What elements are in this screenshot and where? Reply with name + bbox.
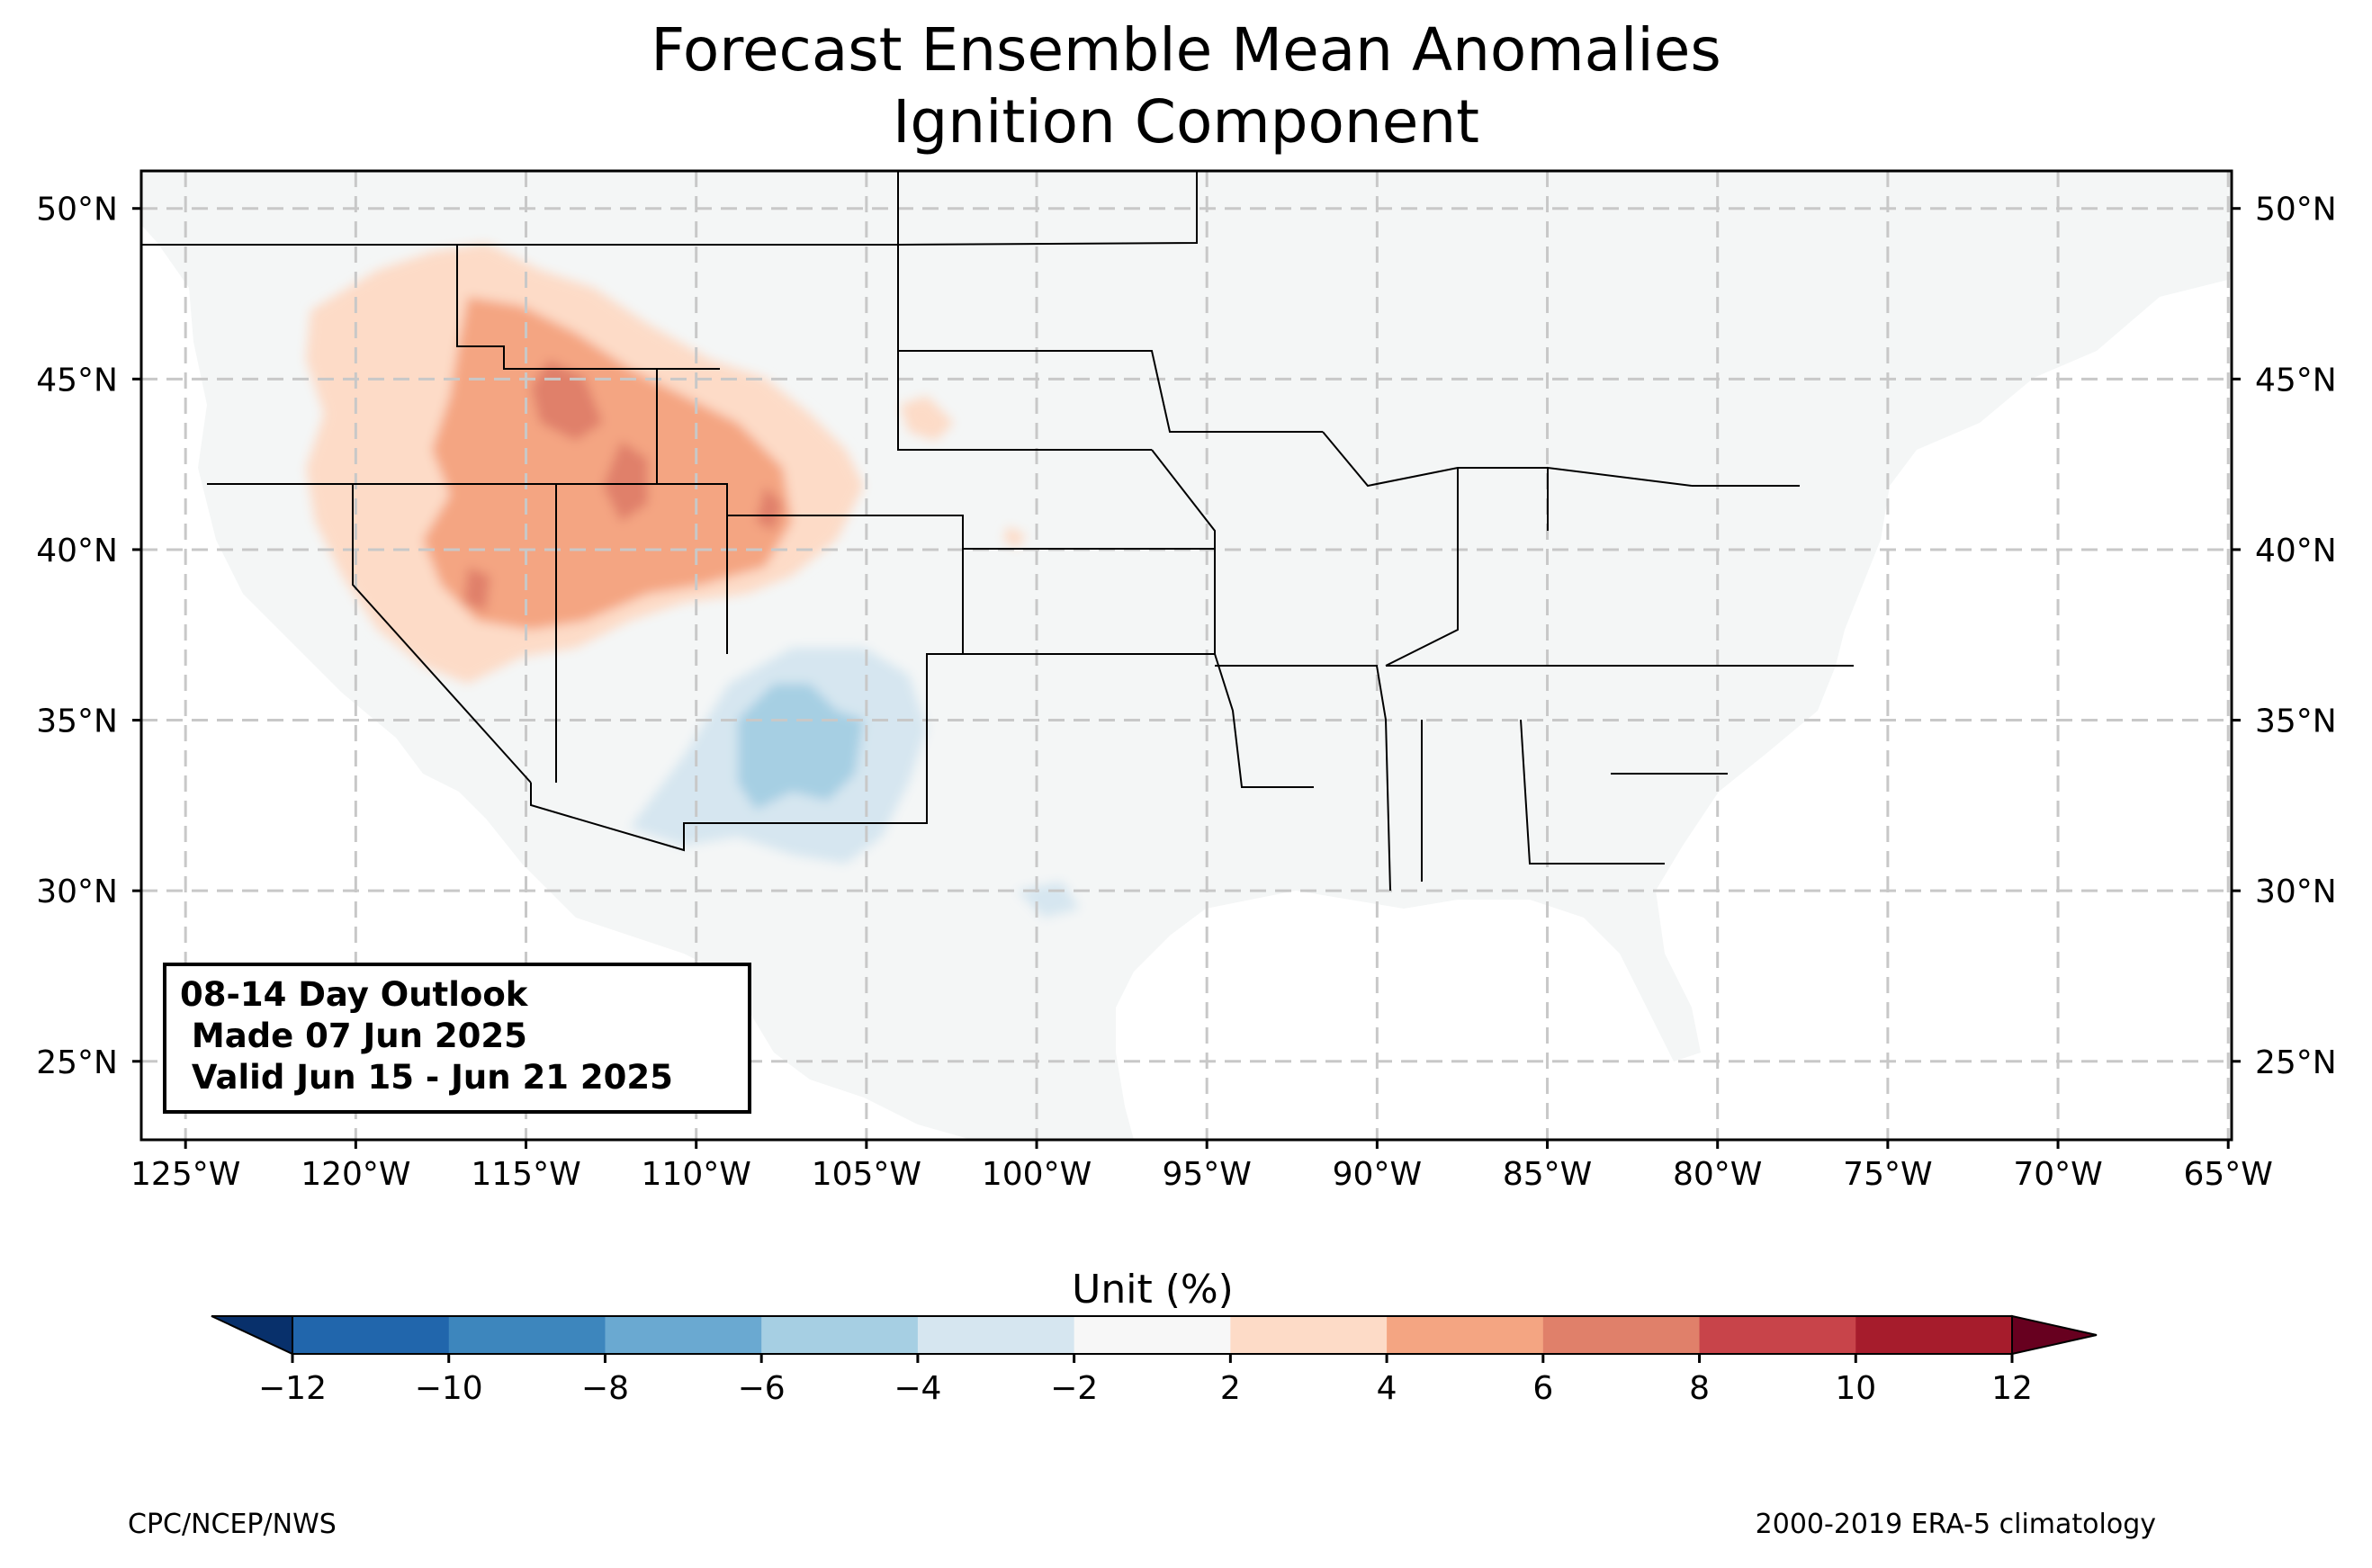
anomaly-6-8-spots	[463, 360, 783, 612]
lat-label-right: 35°N	[2255, 703, 2337, 740]
lon-label: 75°W	[1843, 1156, 1932, 1193]
colorbar-bin	[1230, 1316, 1388, 1354]
anomaly-4-6-core	[423, 297, 792, 630]
colorbar-tick-label: −8	[581, 1370, 629, 1407]
lon-label: 70°W	[2013, 1156, 2102, 1193]
lon-label: 80°W	[1673, 1156, 1762, 1193]
colorbar-bin	[605, 1316, 762, 1354]
lat-label-right: 45°N	[2255, 362, 2337, 399]
colorbar-tick-label: 10	[1835, 1370, 1876, 1407]
colorbar-over-arrow	[2011, 1314, 2098, 1356]
lat-label-right: 30°N	[2255, 874, 2337, 910]
colorbar-bin	[1855, 1316, 2013, 1354]
info-box-frame	[163, 963, 751, 1114]
latitude-labels-right: 50°N 45°N 40°N 35°N 30°N 25°N	[2232, 192, 2337, 1081]
lat-label-left: 40°N	[36, 533, 118, 569]
colorbar-tick-label: 12	[1991, 1370, 2033, 1407]
colorbar-tick-label: 6	[1532, 1370, 1553, 1407]
colorbar-bin	[1542, 1316, 1701, 1354]
lon-label: 95°W	[1162, 1156, 1251, 1193]
credit-left: CPC/NCEP/NWS	[128, 1509, 337, 1540]
title-line-2: Ignition Component	[893, 87, 1479, 157]
lat-label-right: 25°N	[2255, 1044, 2337, 1081]
lat-label-left: 35°N	[36, 703, 118, 740]
latitude-labels-left: 50°N 45°N 40°N 35°N 30°N 25°N	[36, 192, 141, 1081]
lat-label-right: 50°N	[2255, 192, 2337, 228]
colorbar-bin	[917, 1316, 1075, 1354]
lon-label: 85°W	[1503, 1156, 1592, 1193]
outlook-info-box: 08-14 Day Outlook Made 07 Jun 2025 Valid…	[163, 963, 751, 1114]
colorbar-bin	[448, 1316, 606, 1354]
credit-right: 2000-2019 ERA-5 climatology	[1756, 1509, 2156, 1540]
colorbar-tick-label: −6	[738, 1370, 786, 1407]
colorbar-bin	[761, 1316, 919, 1354]
colorbar-tick-label: 4	[1377, 1370, 1397, 1407]
anomaly-2-4-plains-spot	[900, 396, 1026, 549]
colorbar-tick-label: −10	[415, 1370, 483, 1407]
longitude-labels-bottom: 125°W 120°W 115°W 110°W 105°W 100°W 95°W 90°W 85…	[130, 1140, 2273, 1193]
lon-label: 110°W	[642, 1156, 751, 1193]
colorbar-tick-label: 2	[1220, 1370, 1241, 1407]
anomaly-neg-4-6-southwest	[738, 684, 864, 810]
colorbar-bin	[1387, 1316, 1544, 1354]
lon-label: 120°W	[301, 1156, 410, 1193]
colorbar-bin	[1074, 1316, 1231, 1354]
colorbar-tick-label: −12	[258, 1370, 327, 1407]
lat-label-left: 30°N	[36, 874, 118, 910]
colorbar-under-arrow	[211, 1315, 293, 1356]
colorbar-label: Unit (%)	[1072, 1267, 1234, 1313]
lon-label: 65°W	[2184, 1156, 2273, 1193]
colorbar-bin	[1699, 1316, 1856, 1354]
lon-label: 115°W	[471, 1156, 580, 1193]
lon-label: 100°W	[982, 1156, 1092, 1193]
state-boundaries	[141, 171, 1854, 892]
lon-label: 125°W	[130, 1156, 240, 1193]
info-line-made: Made 07 Jun 2025	[180, 1017, 527, 1055]
colorbar-bins	[292, 1315, 2013, 1355]
info-line-valid: Valid Jun 15 - Jun 21 2025	[180, 1058, 673, 1097]
lat-label-left: 25°N	[36, 1044, 118, 1081]
map-panel	[139, 169, 2233, 1142]
lat-label-right: 40°N	[2255, 533, 2337, 569]
colorbar: Unit (%) −12 −10 −8 −6 −4 −2 2 4 6 8 10 12	[211, 1267, 2098, 1407]
info-line-outlook: 08-14 Day Outlook	[180, 975, 529, 1014]
colorbar-tick-label: −4	[894, 1370, 941, 1407]
lat-label-left: 50°N	[36, 192, 118, 228]
colorbar-tick-label: 8	[1689, 1370, 1710, 1407]
colorbar-bin	[292, 1316, 450, 1354]
map-frame	[139, 169, 2233, 1142]
colorbar-ticks: −12 −10 −8 −6 −4 −2 2 4 6 8 10 12	[258, 1354, 2033, 1407]
lat-label-left: 45°N	[36, 362, 118, 399]
anomaly-shading	[306, 243, 1080, 918]
lon-label: 90°W	[1333, 1156, 1422, 1193]
map-gridlines	[141, 171, 2232, 1140]
lon-label: 105°W	[812, 1156, 921, 1193]
colorbar-tick-label: −2	[1050, 1370, 1098, 1407]
title-line-1: Forecast Ensemble Mean Anomalies	[651, 15, 1721, 85]
